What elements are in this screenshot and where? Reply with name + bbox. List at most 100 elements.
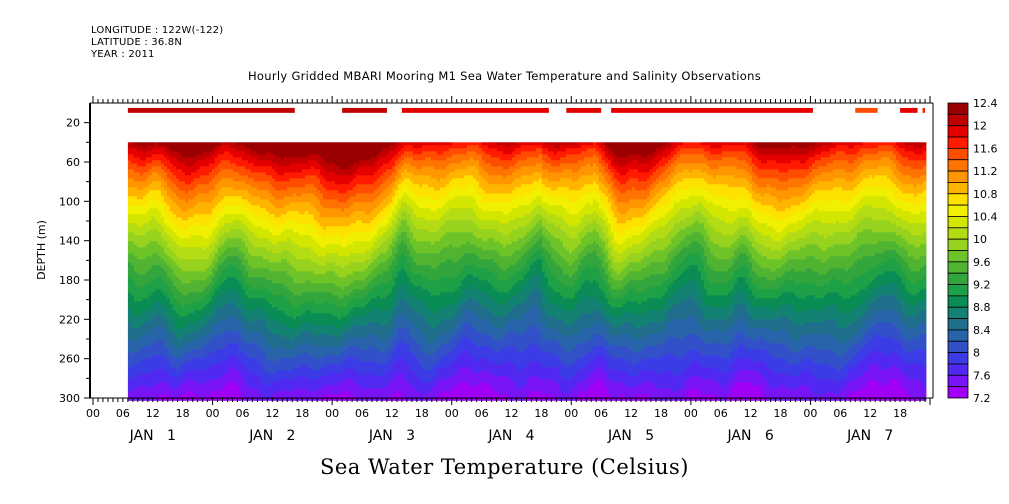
field-cell [229, 301, 234, 305]
field-cell [148, 373, 153, 377]
field-cell [211, 373, 216, 377]
field-cell [286, 199, 291, 203]
field-cell [280, 211, 285, 215]
field-cell [220, 187, 225, 191]
field-cell [238, 349, 243, 353]
field-cell [259, 298, 264, 302]
field-cell [187, 283, 192, 287]
field-cell [139, 271, 144, 275]
field-cell [289, 334, 294, 338]
field-cell [160, 232, 165, 236]
field-cell [289, 145, 294, 149]
field-cell [235, 343, 240, 347]
field-cell [190, 265, 195, 269]
field-cell [166, 337, 171, 341]
field-cell [214, 169, 219, 173]
field-cell [151, 163, 156, 167]
field-cell [271, 268, 276, 272]
field-cell [256, 232, 261, 236]
field-cell [151, 298, 156, 302]
field-cell [223, 361, 228, 365]
field-cell [295, 205, 300, 209]
field-cell [274, 238, 279, 242]
field-cell [295, 256, 300, 260]
field-cell [262, 385, 267, 389]
field-cell [229, 247, 234, 251]
field-cell [130, 196, 135, 200]
field-cell [139, 199, 144, 203]
field-cell [145, 193, 150, 197]
field-cell [190, 358, 195, 362]
field-cell [289, 199, 294, 203]
field-cell [148, 175, 153, 179]
field-cell [139, 283, 144, 287]
field-cell [157, 388, 162, 392]
field-cell [145, 142, 150, 146]
field-cell [142, 382, 147, 386]
field-cell [199, 325, 204, 329]
field-cell [160, 214, 165, 218]
field-cell [136, 331, 141, 335]
field-cell [172, 181, 177, 185]
field-cell [241, 307, 246, 311]
field-cell [274, 328, 279, 332]
field-cell [256, 367, 261, 371]
field-cell [286, 355, 291, 359]
field-cell [193, 337, 198, 341]
field-cell [214, 157, 219, 161]
field-cell [190, 292, 195, 296]
field-cell [151, 193, 156, 197]
field-cell [241, 316, 246, 320]
field-cell [139, 292, 144, 296]
field-cell [133, 193, 138, 197]
field-cell [154, 295, 159, 299]
field-cell [283, 181, 288, 185]
field-cell [280, 394, 285, 398]
field-cell [202, 370, 207, 374]
field-cell [202, 214, 207, 218]
field-cell [238, 169, 243, 173]
field-cell [277, 379, 282, 383]
field-cell [280, 166, 285, 170]
field-cell [160, 304, 165, 308]
field-cell [172, 223, 177, 227]
field-cell [292, 289, 297, 293]
field-cell [232, 283, 237, 287]
field-cell [241, 256, 246, 260]
field-cell [157, 232, 162, 236]
field-cell [277, 268, 282, 272]
field-cell [265, 178, 270, 182]
field-cell [211, 178, 216, 182]
field-cell [292, 376, 297, 380]
field-cell [298, 367, 303, 371]
field-cell [193, 235, 198, 239]
field-cell [148, 382, 153, 386]
field-cell [220, 379, 225, 383]
field-cell [127, 379, 132, 383]
field-cell [145, 244, 150, 248]
field-cell [181, 175, 186, 179]
field-cell [187, 208, 192, 212]
field-cell [238, 370, 243, 374]
field-cell [151, 328, 156, 332]
field-cell [223, 247, 228, 251]
field-cell [262, 247, 267, 251]
field-cell [232, 253, 237, 257]
field-cell [223, 184, 228, 188]
field-cell [229, 220, 234, 224]
field-cell [181, 199, 186, 203]
field-cell [286, 298, 291, 302]
field-cell [139, 352, 144, 356]
field-cell [274, 226, 279, 230]
field-cell [259, 391, 264, 395]
field-cell [277, 154, 282, 158]
field-cell [190, 163, 195, 167]
field-cell [274, 247, 279, 251]
field-cell [148, 190, 153, 194]
field-cell [193, 358, 198, 362]
field-cell [193, 397, 198, 401]
field-cell [298, 196, 303, 200]
field-cell [220, 247, 225, 251]
field-cell [169, 256, 174, 260]
field-cell [223, 316, 228, 320]
